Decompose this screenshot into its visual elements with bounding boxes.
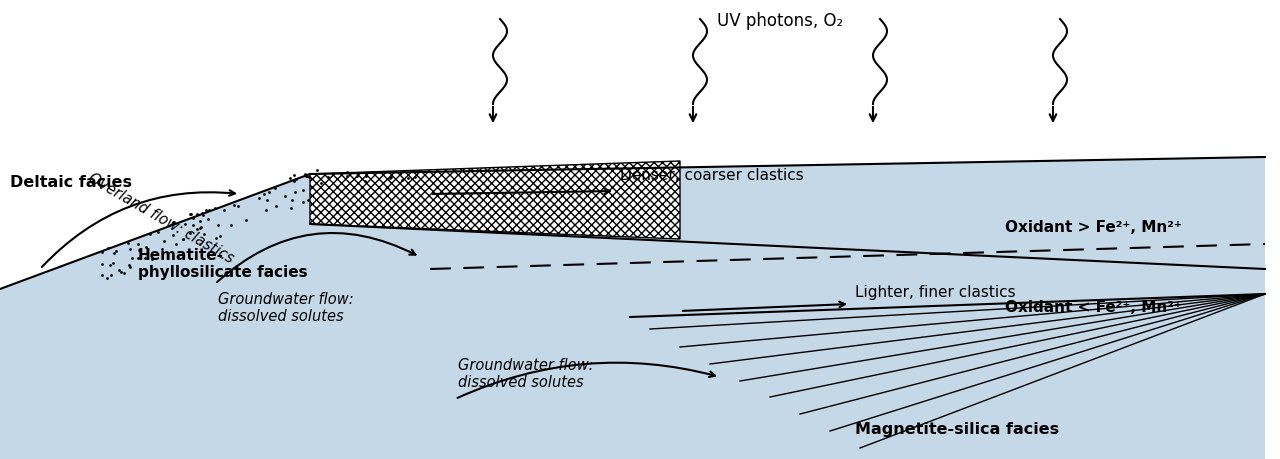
Text: UV photons, O₂: UV photons, O₂ [717, 12, 844, 30]
Text: Oxidant < Fe²⁺, Mn²⁺: Oxidant < Fe²⁺, Mn²⁺ [1005, 300, 1181, 315]
Text: Lighter, finer clastics: Lighter, finer clastics [855, 285, 1015, 299]
Text: Denser, coarser clastics: Denser, coarser clastics [620, 168, 804, 183]
Text: Groundwater flow:
dissolved solutes: Groundwater flow: dissolved solutes [458, 357, 594, 389]
Polygon shape [310, 162, 680, 240]
Text: Deltaic facies: Deltaic facies [10, 174, 132, 190]
Text: Overland flow: clastics: Overland flow: clastics [84, 170, 236, 265]
Text: Magnetite-silica facies: Magnetite-silica facies [855, 421, 1059, 436]
Text: Oxidant > Fe²⁺, Mn²⁺: Oxidant > Fe²⁺, Mn²⁺ [1005, 220, 1181, 235]
Text: Groundwater flow:
dissolved solutes: Groundwater flow: dissolved solutes [218, 291, 353, 324]
Polygon shape [0, 157, 1265, 459]
Text: Hematite-
phyllosilicate facies: Hematite- phyllosilicate facies [138, 247, 307, 280]
